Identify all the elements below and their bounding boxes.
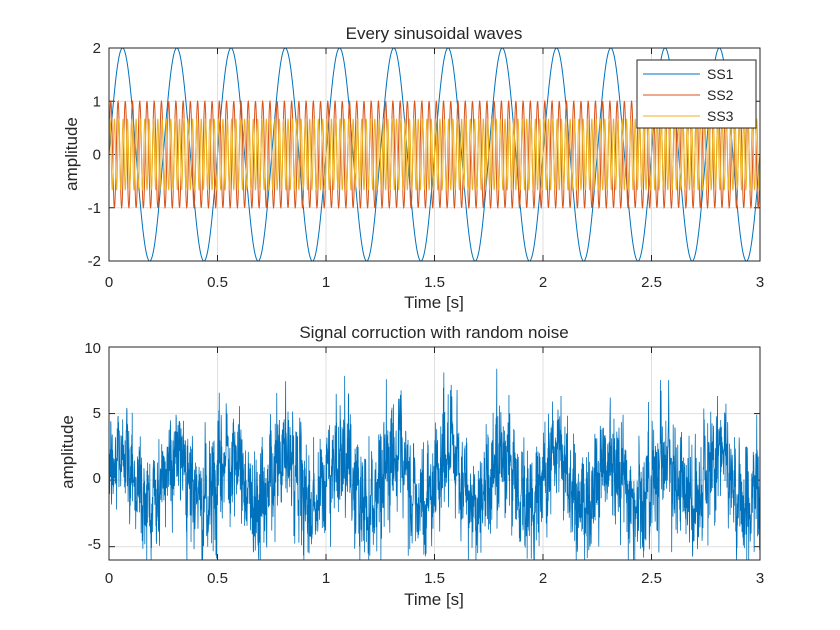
series-line-ss3 (108, 118, 761, 191)
top-x-tick-label: 0.5 (207, 274, 228, 291)
top-x-axis-label: Time [s] (404, 293, 464, 312)
bottom-y-axis-label: amplitude (58, 415, 77, 489)
top-axes: Every sinusoidal waves 0 0.5 1 1.5 2 2.5… (62, 24, 764, 312)
bottom-x-tick-label: 2.5 (641, 570, 662, 587)
bottom-plot-border (108, 346, 761, 561)
bottom-y-tick-label: -5 (88, 536, 101, 553)
top-x-tick-label: 2.5 (641, 274, 662, 291)
top-x-tick-label: 1.5 (424, 274, 445, 291)
top-x-tick-label: 1 (322, 274, 330, 291)
top-y-tick-label: 1 (93, 93, 101, 110)
legend-label-ss2: SS2 (707, 87, 734, 103)
bottom-y-tick-label: 0 (93, 470, 101, 487)
bottom-chart-title: Signal corruction with random noise (299, 323, 568, 342)
bottom-axes: Signal corruction with random noise 0 0.… (58, 323, 764, 609)
top-chart-title: Every sinusoidal waves (346, 24, 523, 43)
top-y-tick-label: 2 (93, 40, 101, 57)
bottom-x-tick-label: 1 (322, 570, 330, 587)
legend-label-ss1: SS1 (707, 66, 734, 82)
bottom-x-tick-label: 3 (756, 570, 764, 587)
top-x-tick-label: 0 (105, 274, 113, 291)
legend-label-ss3: SS3 (707, 108, 734, 124)
top-x-tick-label: 2 (539, 274, 547, 291)
bottom-y-tick-label: 10 (84, 340, 101, 357)
bottom-x-tick-label: 2 (539, 570, 547, 587)
top-y-tick-label: -2 (88, 253, 101, 270)
legend-box (636, 59, 757, 129)
top-y-tick-label: -1 (88, 200, 101, 217)
top-series (108, 47, 761, 262)
legend: SS1 SS2 SS3 (636, 59, 757, 129)
bottom-x-tick-label: 0 (105, 570, 113, 587)
series-line-noisy-signal (108, 368, 761, 561)
top-y-axis-label: amplitude (62, 117, 81, 191)
bottom-x-tick-label: 0.5 (207, 570, 228, 587)
top-plot-border (108, 47, 761, 262)
bottom-y-tick-label: 5 (93, 405, 101, 422)
bottom-x-axis-label: Time [s] (404, 590, 464, 609)
bottom-series (108, 368, 761, 561)
bottom-x-tick-label: 1.5 (424, 570, 445, 587)
top-y-tick-label: 0 (93, 147, 101, 164)
top-x-tick-label: 3 (756, 274, 764, 291)
